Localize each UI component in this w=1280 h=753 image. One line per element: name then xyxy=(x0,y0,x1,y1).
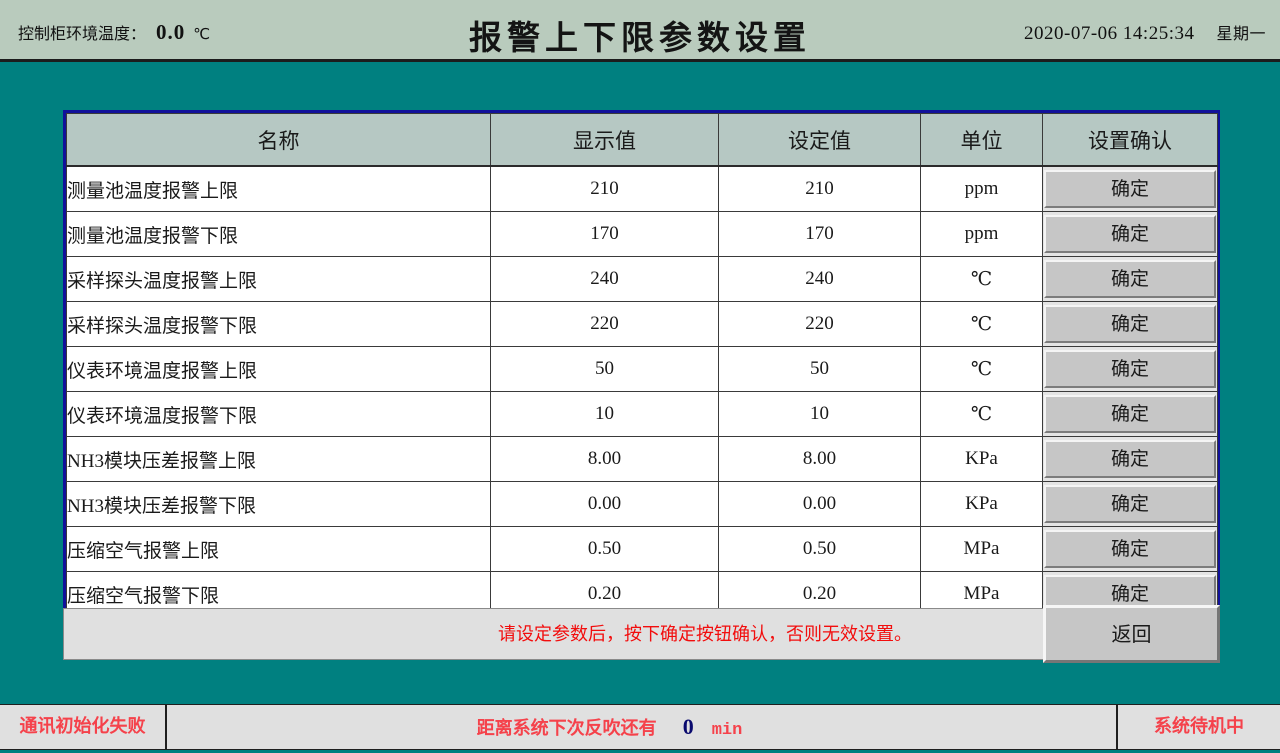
column-header-confirm: 设置确认 xyxy=(1043,114,1218,167)
status-bar: 通讯初始化失败 距离系统下次反吹还有 0 min 系统待机中 xyxy=(0,702,1280,750)
display-value-cell: 10 xyxy=(491,392,719,437)
display-value-cell: 210 xyxy=(491,166,719,212)
weekday-value: 星期一 xyxy=(1216,24,1266,43)
status-backflush-countdown: 距离系统下次反吹还有 0 min xyxy=(166,704,1117,750)
confirm-cell: 确定 xyxy=(1043,212,1218,257)
confirm-cell: 确定 xyxy=(1043,437,1218,482)
parameter-name-cell: NH3模块压差报警下限 xyxy=(67,482,491,527)
status-system-state: 系统待机中 xyxy=(1117,704,1280,750)
header-bar: 控制柜环境温度：0.0℃ 报警上下限参数设置 2020-07-06 14:25:… xyxy=(0,0,1280,62)
setpoint-value-input[interactable]: 10 xyxy=(719,392,921,437)
note-row: 请设定参数后，按下确定按钮确认，否则无效设置。 返回 xyxy=(63,608,1220,660)
unit-cell: KPa xyxy=(921,482,1043,527)
display-value-cell: 0.50 xyxy=(491,527,719,572)
backflush-unit: min xyxy=(712,721,743,740)
display-value-cell: 240 xyxy=(491,257,719,302)
display-value-cell: 170 xyxy=(491,212,719,257)
confirm-cell: 确定 xyxy=(1043,166,1218,212)
unit-cell: ℃ xyxy=(921,302,1043,347)
parameter-name-cell: 仪表环境温度报警上限 xyxy=(67,347,491,392)
backflush-minutes: 0 xyxy=(683,714,694,739)
confirm-button[interactable]: 确定 xyxy=(1044,170,1216,208)
unit-cell: ℃ xyxy=(921,347,1043,392)
datetime-display: 2020-07-06 14:25:34 星期一 xyxy=(1024,20,1266,45)
display-value-cell: 50 xyxy=(491,347,719,392)
parameter-name-cell: NH3模块压差报警上限 xyxy=(67,437,491,482)
parameter-name-cell: 测量池温度报警上限 xyxy=(67,166,491,212)
unit-cell: ppm xyxy=(921,212,1043,257)
display-value-cell: 0.00 xyxy=(491,482,719,527)
confirm-button[interactable]: 确定 xyxy=(1044,395,1216,433)
column-header-display: 显示值 xyxy=(491,114,719,167)
column-header-name: 名称 xyxy=(67,114,491,167)
setpoint-value-input[interactable]: 50 xyxy=(719,347,921,392)
parameter-name-cell: 测量池温度报警下限 xyxy=(67,212,491,257)
column-header-setpoint: 设定值 xyxy=(719,114,921,167)
unit-cell: KPa xyxy=(921,437,1043,482)
unit-cell: ℃ xyxy=(921,257,1043,302)
setpoint-value-input[interactable]: 210 xyxy=(719,166,921,212)
confirm-button[interactable]: 确定 xyxy=(1044,485,1216,523)
confirm-button[interactable]: 确定 xyxy=(1044,305,1216,343)
confirm-button[interactable]: 确定 xyxy=(1044,260,1216,298)
note-box: 请设定参数后，按下确定按钮确认，否则无效设置。 xyxy=(63,608,1045,660)
setpoint-value-input[interactable]: 0.00 xyxy=(719,482,921,527)
confirm-cell: 确定 xyxy=(1043,257,1218,302)
confirm-button[interactable]: 确定 xyxy=(1044,530,1216,568)
confirm-cell: 确定 xyxy=(1043,347,1218,392)
parameter-name-cell: 采样探头温度报警上限 xyxy=(67,257,491,302)
confirm-button[interactable]: 确定 xyxy=(1044,215,1216,253)
return-button[interactable]: 返回 xyxy=(1043,605,1220,663)
setpoint-value-input[interactable]: 8.00 xyxy=(719,437,921,482)
column-header-unit: 单位 xyxy=(921,114,1043,167)
setpoint-value-input[interactable]: 240 xyxy=(719,257,921,302)
parameter-name-cell: 采样探头温度报警下限 xyxy=(67,302,491,347)
display-value-cell: 8.00 xyxy=(491,437,719,482)
unit-cell: ppm xyxy=(921,166,1043,212)
instruction-text: 请设定参数后，按下确定按钮确认，否则无效设置。 xyxy=(64,609,1046,661)
datetime-value: 2020-07-06 14:25:34 xyxy=(1024,23,1194,44)
confirm-cell: 确定 xyxy=(1043,302,1218,347)
confirm-cell: 确定 xyxy=(1043,527,1218,572)
parameter-name-cell: 压缩空气报警上限 xyxy=(67,527,491,572)
setpoint-value-input[interactable]: 220 xyxy=(719,302,921,347)
confirm-cell: 确定 xyxy=(1043,482,1218,527)
backflush-label: 距离系统下次反吹还有 xyxy=(477,718,657,739)
confirm-cell: 确定 xyxy=(1043,392,1218,437)
parameter-name-cell: 仪表环境温度报警下限 xyxy=(67,392,491,437)
unit-cell: ℃ xyxy=(921,392,1043,437)
unit-cell: MPa xyxy=(921,527,1043,572)
status-communication: 通讯初始化失败 xyxy=(0,704,166,750)
confirm-button[interactable]: 确定 xyxy=(1044,350,1216,388)
display-value-cell: 220 xyxy=(491,302,719,347)
setpoint-value-input[interactable]: 0.50 xyxy=(719,527,921,572)
table-header-row: 名称 显示值 设定值 单位 设置确认 xyxy=(67,114,1218,167)
confirm-button[interactable]: 确定 xyxy=(1044,440,1216,478)
setpoint-value-input[interactable]: 170 xyxy=(719,212,921,257)
